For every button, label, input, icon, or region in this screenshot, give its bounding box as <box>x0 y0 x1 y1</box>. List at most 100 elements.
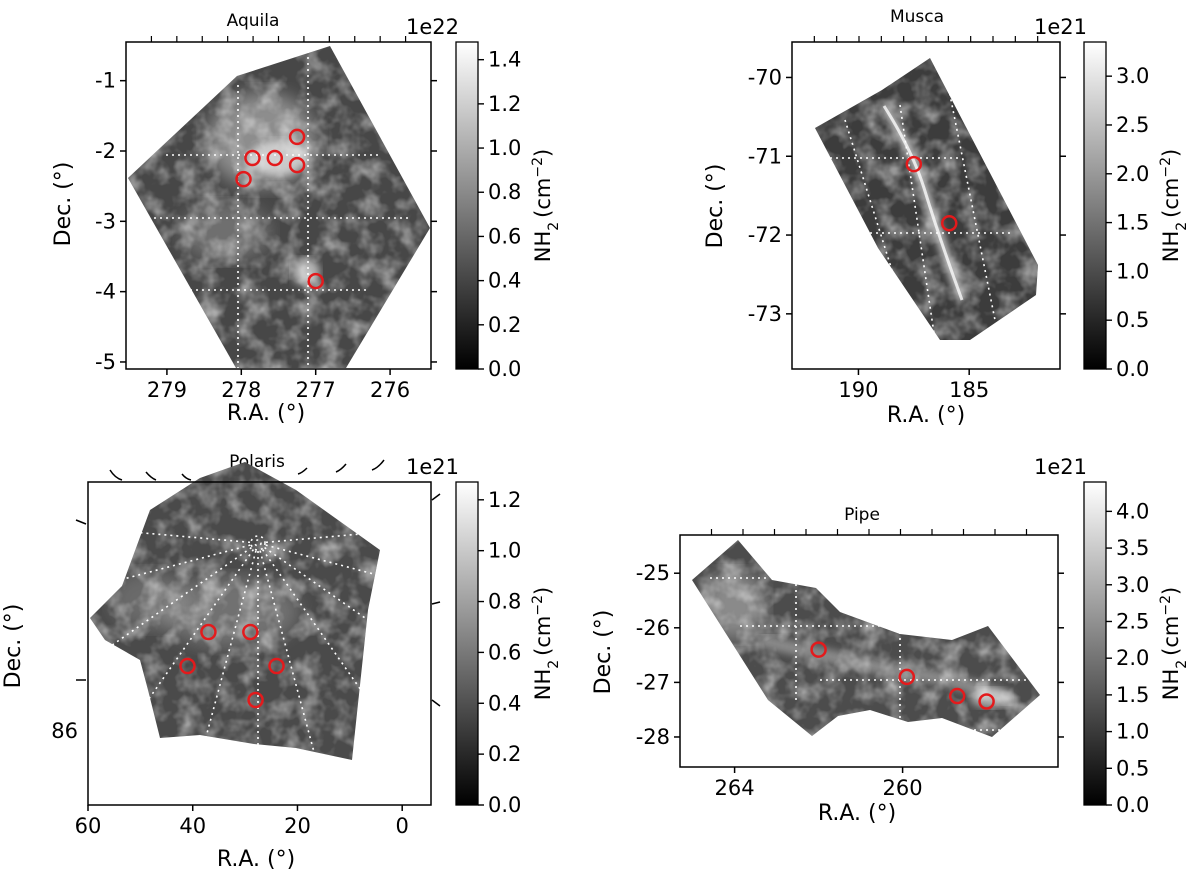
y-tick-label: -28 <box>636 725 670 749</box>
musca-markers <box>905 155 958 232</box>
source-marker <box>288 128 306 146</box>
aquila-colorbar: 0.0 0.2 0.4 0.6 0.8 1.0 1.2 1.4 1e22 NH2 (cm−2) <box>406 15 562 381</box>
musca-grid <box>830 69 1010 341</box>
colorbar-label-sub: 2 <box>546 660 562 669</box>
polaris-ylabel: Dec. (°) <box>1 604 26 689</box>
colorbar-unit-sup: −2 <box>530 595 546 616</box>
colorbar-label-main: NH <box>1159 231 1183 263</box>
x-tick-label: 264 <box>715 776 755 800</box>
colorbar-exponent: 1e21 <box>406 455 459 479</box>
source-marker <box>898 668 916 686</box>
colorbar-tick-label: 0.6 <box>488 224 521 248</box>
polaris-frame <box>87 481 432 806</box>
x-tick-label: 185 <box>949 378 989 402</box>
pole-ring <box>254 539 262 547</box>
x-tick-label: 276 <box>370 378 410 402</box>
colorbar-tick-label: 0.0 <box>1116 357 1149 381</box>
colorbar-tick-label: 1.0 <box>1116 720 1149 744</box>
colorbar-tick-label: 1.2 <box>488 488 521 512</box>
musca-panel: Musca 190 185 -70 -71 -72 -73 R.A. (°) Dec. (… <box>703 7 1190 428</box>
colorbar-tick-label: 0.5 <box>1116 308 1149 332</box>
colorbar-label: NH2 (cm−2) <box>530 149 562 262</box>
colorbar-unit-sup: −2 <box>1158 595 1174 616</box>
x-tick-label: 190 <box>838 378 878 402</box>
x-tick-label: 260 <box>883 776 923 800</box>
colorbar-label-main: NH <box>1159 669 1183 701</box>
colorbar-label-sub: 2 <box>546 222 562 231</box>
x-tick-label: 279 <box>147 378 187 402</box>
colorbar-label-sub: 2 <box>1174 660 1190 669</box>
source-marker <box>268 657 285 675</box>
colorbar-label-main: NH <box>531 231 555 263</box>
y-tick-label: -3 <box>95 209 116 233</box>
colorbar-tick-label: 0.8 <box>488 180 521 204</box>
colorbar-gradient <box>455 41 479 370</box>
pipe-panel: Pipe 264 260 -25 -26 -27 -28 R.A. (°) Dec. (°… <box>591 455 1190 826</box>
source-marker <box>307 272 324 290</box>
colorbar-tick-label: 0.5 <box>1116 756 1149 780</box>
colorbar-unit-close: ) <box>531 587 555 595</box>
y-tick-label: -27 <box>636 670 670 694</box>
colorbar-unit-close: ) <box>1159 149 1183 157</box>
colorbar-tick-label: 0.2 <box>488 313 521 337</box>
colorbar-tick-label: 1.5 <box>1116 211 1149 235</box>
aquila-xlabel: R.A. (°) <box>227 401 305 426</box>
pipe-axes: 264 260 -25 -26 -27 -28 <box>636 529 1064 800</box>
source-marker <box>905 155 923 173</box>
colorbar-gradient <box>1083 481 1107 806</box>
musca-ylabel: Dec. (°) <box>703 164 728 249</box>
polaris-colorbar: 0.0 0.2 0.4 0.6 0.8 1.0 1.2 1e21 NH2 (cm−2) <box>406 455 562 817</box>
pipe-ylabel: Dec. (°) <box>591 610 616 695</box>
colorbar-unit: (cm <box>531 178 555 218</box>
colorbar-label-sub: 2 <box>1174 222 1190 231</box>
aquila-ylabel: Dec. (°) <box>51 162 76 247</box>
colorbar-tick-label: 1.2 <box>488 92 521 116</box>
colorbar-tick-label: 4.0 <box>1116 499 1149 523</box>
pole-ring <box>250 535 266 551</box>
colorbar-unit: (cm <box>531 616 555 656</box>
pipe-xlabel: R.A. (°) <box>818 801 896 826</box>
colorbar-tick-label: 2.5 <box>1116 113 1149 137</box>
pipe-colorbar: 0.0 0.5 1.0 1.5 2.0 2.5 3.0 3.5 4.0 1e21 NH2 (cm−2) <box>1034 455 1190 817</box>
polaris-xlabel: R.A. (°) <box>217 847 295 872</box>
colorbar-unit: (cm <box>1159 178 1183 218</box>
x-tick-label: 277 <box>296 378 336 402</box>
aquila-image <box>128 46 430 368</box>
colorbar-tick-label: 0.4 <box>488 691 521 715</box>
colorbar-tick-label: 3.0 <box>1116 573 1149 597</box>
y-tick-label: -1 <box>95 69 116 93</box>
pipe-markers <box>810 641 995 710</box>
y-tick-label: -73 <box>748 302 782 326</box>
x-tick-label: 20 <box>284 814 311 838</box>
colorbar-label-main: NH <box>531 669 555 701</box>
pipe-image <box>692 540 1040 737</box>
colorbar-unit: (cm <box>1159 616 1183 656</box>
musca-colorbar: 0.0 0.5 1.0 1.5 2.0 2.5 3.0 1e21 NH2 (cm−2) <box>1034 15 1190 381</box>
y-tick-label: -71 <box>748 144 782 168</box>
pipe-grid <box>710 560 1030 731</box>
source-marker <box>288 156 306 174</box>
colorbar-tick-label: 0.0 <box>488 357 521 381</box>
polaris-panel: Polaris 60 40 20 086 R.A. (°) Dec. (°) 0.00… <box>0 452 587 873</box>
source-marker <box>200 623 217 641</box>
x-tick-label: 60 <box>75 814 102 838</box>
polaris-tick-arcs <box>75 459 441 707</box>
colorbar-exponent: 1e21 <box>1034 455 1087 479</box>
x-tick-label: 0 <box>396 814 409 838</box>
colorbar-exponent: 1e22 <box>406 15 459 39</box>
x-tick-label: 40 <box>179 814 206 838</box>
y-tick-label: -2 <box>95 139 116 163</box>
colorbar-gradient <box>1083 41 1107 370</box>
y-tick-label: -26 <box>636 616 670 640</box>
polaris-image <box>90 462 380 760</box>
colorbar-tick-label: 2.0 <box>1116 646 1149 670</box>
polaris-markers <box>179 623 285 709</box>
y-tick-label: -72 <box>748 223 782 247</box>
y-tick-label: -25 <box>636 561 670 585</box>
musca-image <box>815 58 1038 340</box>
colorbar-unit-close: ) <box>1159 587 1183 595</box>
source-marker <box>941 214 958 232</box>
source-marker <box>810 641 827 658</box>
source-marker <box>978 693 995 710</box>
